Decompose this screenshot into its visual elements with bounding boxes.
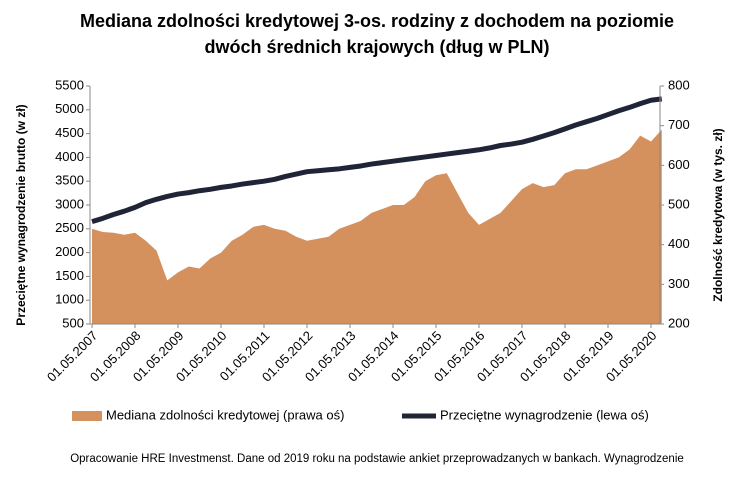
footnote: Opracowanie HRE Investmenst. Dane od 201… [70,453,684,465]
y-tick-label: 5000 [55,101,84,116]
y2-tick-label: 800 [668,77,690,92]
y2-axis-title: Zdolność kredytowa (w tys. zł) [711,128,725,301]
y-tick-label: 5500 [55,77,84,92]
chart-title: dwóch średnich krajowych (dług w PLN) [204,37,549,57]
area [92,129,662,324]
y-tick-label: 3000 [55,196,84,211]
y-tick-label: 1000 [55,292,84,307]
legend-label: Mediana zdolności kredytowej (prawa oś) [106,407,344,422]
y2-tick-label: 500 [668,196,690,211]
y-tick-label: 4000 [55,149,84,164]
y-tick-label: 2500 [55,220,84,235]
y-tick-label: 2000 [55,244,84,259]
chart-title: Mediana zdolności kredytowej 3-os. rodzi… [80,11,674,31]
legend-swatch [72,411,102,421]
y2-tick-label: 300 [668,276,690,291]
y-tick-label: 3500 [55,173,84,188]
y2-tick-label: 700 [668,117,690,132]
y2-tick-label: 600 [668,157,690,172]
y-tick-label: 1500 [55,268,84,283]
y2-tick-label: 200 [668,315,690,330]
line [91,96,663,225]
y-tick-label: 500 [62,315,84,330]
legend-label: Przeciętne wynagrodzenie (lewa oś) [440,407,649,422]
y-axis-title: Przeciętne wynagrodzenie brutto (w zł) [14,104,28,325]
y2-tick-label: 400 [668,236,690,251]
y-tick-label: 4500 [55,125,84,140]
